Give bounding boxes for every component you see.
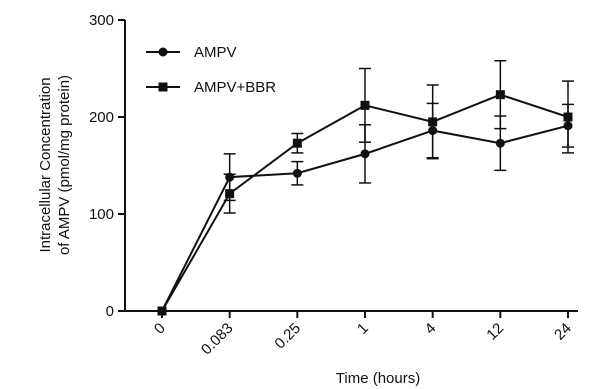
x-tick-label: 1 bbox=[354, 320, 372, 338]
x-tick-label: 24 bbox=[551, 320, 575, 344]
legend-label: AMPV+BBR bbox=[194, 79, 276, 96]
legend-item: AMPV bbox=[146, 44, 237, 61]
legend-item: AMPV+BBR bbox=[146, 79, 276, 96]
data-point bbox=[225, 189, 235, 199]
data-point bbox=[360, 149, 370, 159]
data-point bbox=[360, 100, 370, 110]
x-tick-label: 0 bbox=[151, 320, 169, 338]
data-point bbox=[428, 117, 438, 127]
y-axis-label-line2: of AMPV (pmol/mg protein) bbox=[56, 75, 73, 255]
legend-marker bbox=[158, 47, 168, 57]
y-tick-label: 200 bbox=[89, 109, 114, 126]
legend-marker bbox=[158, 82, 168, 92]
x-tick-label: 0.25 bbox=[271, 320, 304, 353]
data-point bbox=[563, 112, 573, 122]
legend: AMPV AMPV+BBR bbox=[146, 44, 276, 96]
series-ampv-bbr bbox=[157, 59, 574, 316]
axes: 0 100 200 300 0 0.083 0.25 1 4 12 24 bbox=[89, 12, 578, 358]
x-tick-label: 0.083 bbox=[198, 320, 237, 359]
y-axis-label-line1: Intracellular Concentration bbox=[37, 77, 54, 252]
x-tick-label: 12 bbox=[483, 320, 507, 344]
y-tick-label: 0 bbox=[106, 303, 114, 320]
data-point bbox=[157, 306, 167, 316]
x-axis-label: Time (hours) bbox=[336, 370, 420, 387]
y-tick-label: 100 bbox=[89, 206, 114, 223]
x-tick-label: 4 bbox=[422, 320, 440, 338]
data-point bbox=[292, 138, 302, 148]
y-tick-label: 300 bbox=[89, 12, 114, 29]
legend-label: AMPV bbox=[194, 44, 237, 61]
data-point bbox=[292, 168, 302, 178]
data-point bbox=[495, 90, 505, 100]
series-group bbox=[157, 59, 574, 316]
data-point bbox=[495, 138, 505, 148]
